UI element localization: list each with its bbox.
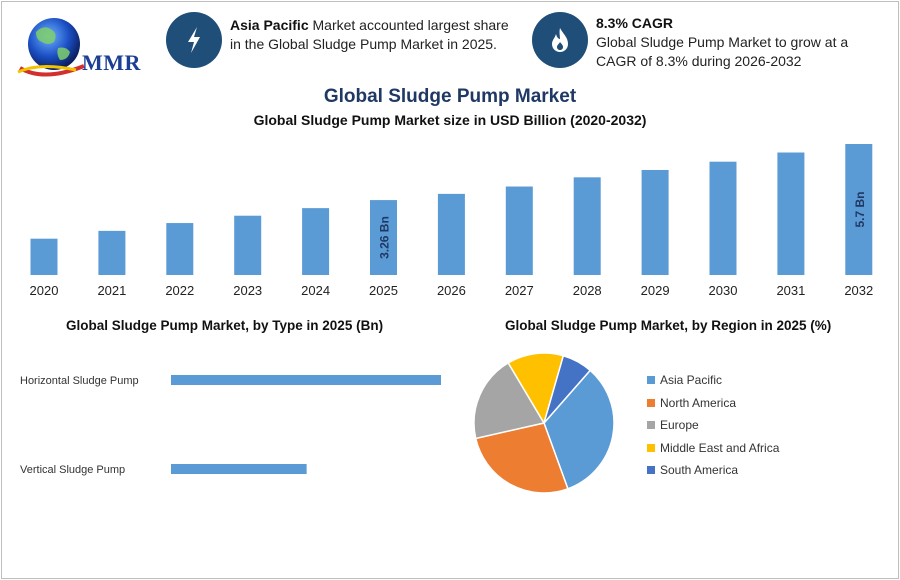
bar-2028 xyxy=(573,177,601,275)
type-bar xyxy=(171,464,307,474)
type-bar xyxy=(171,375,441,385)
globe-icon xyxy=(17,18,85,77)
x-tick-label: 2030 xyxy=(709,283,738,298)
x-tick-label: 2029 xyxy=(641,283,670,298)
region-pie-chart xyxy=(473,352,615,494)
page-title: Global Sludge Pump Market xyxy=(323,86,577,107)
info-cagr: 8.3% CAGR Global Sludge Pump Market to g… xyxy=(596,14,876,71)
bar-2030 xyxy=(709,161,737,275)
type-bar-chart: Horizontal Sludge Pump Vertical Sludge Pu… xyxy=(20,375,441,476)
info1-bold: Asia Pacific xyxy=(230,17,309,33)
flame-icon xyxy=(532,12,588,68)
legend-label: Europe xyxy=(660,418,699,432)
legend-label: Asia Pacific xyxy=(660,373,723,387)
region-chart-title: Global Sludge Pump Market, by Region in … xyxy=(505,318,832,333)
bar-2032 xyxy=(845,144,873,275)
bar-2025 xyxy=(370,200,397,275)
legend-swatch xyxy=(647,376,655,384)
x-tick-label: 2024 xyxy=(301,283,330,298)
x-tick-label: 2031 xyxy=(776,283,805,298)
legend-swatch xyxy=(647,443,655,452)
mmr-logo: MMR xyxy=(14,12,144,80)
bar-2024 xyxy=(302,208,330,275)
bar-chart-title: Global Sludge Pump Market size in USD Bi… xyxy=(253,112,647,128)
x-tick-label: 2027 xyxy=(505,283,534,298)
legend-label: Middle East and Africa xyxy=(660,440,780,455)
type-category-label: Horizontal Sludge Pump xyxy=(20,375,139,387)
bar-2027 xyxy=(505,186,533,275)
pie-slice xyxy=(543,354,592,424)
bar-2021 xyxy=(98,230,126,275)
legend-label: North America xyxy=(660,395,737,410)
x-tick-label: 2026 xyxy=(437,283,466,298)
x-tick-label: 2020 xyxy=(30,283,59,298)
legend-swatch xyxy=(647,466,655,474)
pie-slice xyxy=(474,422,569,494)
info2-bold: 8.3% CAGR xyxy=(596,15,674,31)
bar-2029 xyxy=(641,169,669,275)
x-tick-label: 2023 xyxy=(233,283,262,298)
x-tick-label: 2032 xyxy=(844,283,873,298)
market-size-bar-chart: 2020 2021 2022 2023 2024 2025 3.26 Bn 2026 2027 2… xyxy=(30,144,873,298)
bar-2022 xyxy=(166,223,194,275)
bar-2026 xyxy=(437,193,465,275)
lightning-icon xyxy=(166,12,222,68)
legend-label: South America xyxy=(660,463,739,477)
pie-slice xyxy=(473,361,546,440)
x-tick-label: 2025 xyxy=(369,283,398,298)
x-tick-label: 2022 xyxy=(165,283,194,298)
legend-swatch xyxy=(647,421,655,429)
pie-slice xyxy=(507,352,565,425)
x-tick-label: 2028 xyxy=(573,283,602,298)
type-category-label: Vertical Sludge Pump xyxy=(20,464,125,476)
bar-2031 xyxy=(777,152,805,275)
logo-text: MMR xyxy=(82,50,141,75)
bar-2023 xyxy=(234,215,262,275)
info-asia-pacific: Asia Pacific Market accounted largest sh… xyxy=(230,16,522,54)
data-label: 5.7 Bn xyxy=(853,191,867,227)
info1-text: Market accounted largest share in the Gl… xyxy=(230,17,509,52)
legend-swatch xyxy=(647,398,655,407)
data-label: 3.26 Bn xyxy=(378,216,392,259)
info2-text: Global Sludge Pump Market to grow at a C… xyxy=(596,34,849,69)
bar-2020 xyxy=(30,238,58,275)
pie-slice xyxy=(543,369,615,490)
x-tick-label: 2021 xyxy=(97,283,126,298)
type-chart-title: Global Sludge Pump Market, by Type in 20… xyxy=(66,318,384,333)
